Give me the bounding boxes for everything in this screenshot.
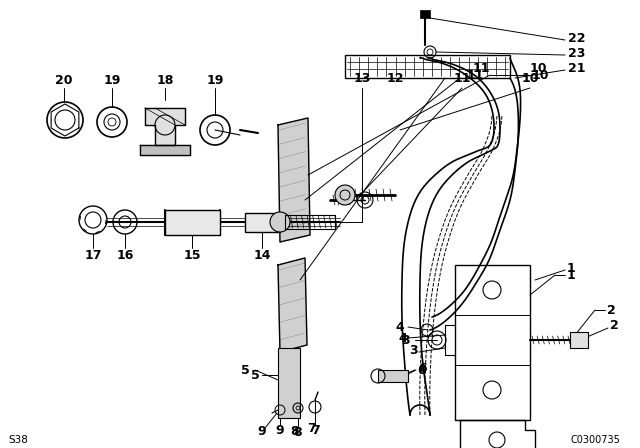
Text: 3: 3 <box>410 344 418 357</box>
Text: 11: 11 <box>467 69 484 82</box>
Text: 19: 19 <box>103 73 121 86</box>
Bar <box>570 332 588 348</box>
Polygon shape <box>278 258 307 352</box>
Bar <box>345 55 510 78</box>
Bar <box>278 348 300 418</box>
Text: 7: 7 <box>312 423 321 436</box>
Text: C0300735: C0300735 <box>570 435 620 445</box>
Bar <box>455 265 530 420</box>
Text: 16: 16 <box>116 249 134 262</box>
Text: 17: 17 <box>84 249 102 262</box>
Text: 10: 10 <box>530 61 547 74</box>
Text: 5: 5 <box>252 369 260 382</box>
Polygon shape <box>278 118 310 242</box>
Text: 15: 15 <box>183 249 201 262</box>
Text: 23: 23 <box>568 47 586 60</box>
Bar <box>245 213 280 232</box>
Text: 1: 1 <box>567 262 576 275</box>
Bar <box>165 210 220 235</box>
Polygon shape <box>140 145 190 155</box>
Text: 10: 10 <box>532 69 550 82</box>
Circle shape <box>335 185 355 205</box>
Text: 5: 5 <box>241 363 250 376</box>
Text: 8: 8 <box>291 425 300 438</box>
Text: 11: 11 <box>453 72 471 85</box>
Text: 4: 4 <box>398 332 407 345</box>
Text: 18: 18 <box>156 73 173 86</box>
Text: 2: 2 <box>607 303 616 316</box>
Circle shape <box>270 212 290 232</box>
Text: 1: 1 <box>567 268 576 281</box>
Text: 21: 21 <box>568 61 586 74</box>
Polygon shape <box>145 108 185 145</box>
Text: 10: 10 <box>521 72 539 85</box>
Text: 20: 20 <box>55 73 73 86</box>
Text: 9: 9 <box>276 423 284 436</box>
Text: 14: 14 <box>253 249 271 262</box>
Polygon shape <box>460 420 535 448</box>
Text: 7: 7 <box>308 422 316 435</box>
Bar <box>378 370 408 382</box>
Text: 19: 19 <box>206 73 224 86</box>
Text: 6: 6 <box>417 363 426 376</box>
Text: S38: S38 <box>8 435 28 445</box>
Text: 11: 11 <box>472 61 490 74</box>
Text: 2: 2 <box>610 319 619 332</box>
Bar <box>420 10 430 18</box>
Text: 9: 9 <box>258 425 266 438</box>
Text: 6: 6 <box>418 362 427 375</box>
Text: 3: 3 <box>401 333 410 346</box>
Text: 4: 4 <box>396 320 404 333</box>
Text: 8: 8 <box>294 426 302 439</box>
Text: 22: 22 <box>568 31 586 44</box>
Text: 13: 13 <box>353 72 371 85</box>
Bar <box>285 215 335 229</box>
Text: 12: 12 <box>387 72 404 85</box>
